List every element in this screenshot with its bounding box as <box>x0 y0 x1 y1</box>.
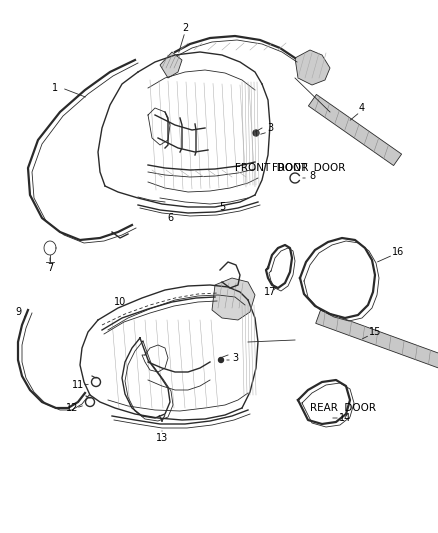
Circle shape <box>218 358 223 362</box>
Text: 6: 6 <box>166 213 173 223</box>
Text: 12: 12 <box>66 403 78 413</box>
Text: 3: 3 <box>266 123 272 133</box>
Text: 2: 2 <box>181 23 188 33</box>
Text: 3: 3 <box>231 353 237 363</box>
Bar <box>307 94 401 166</box>
Circle shape <box>85 398 94 407</box>
Text: FRONT  DOOR: FRONT DOOR <box>272 163 345 173</box>
Text: 1: 1 <box>52 83 58 93</box>
Text: 15: 15 <box>368 327 380 337</box>
Text: 8: 8 <box>308 171 314 181</box>
Text: 10: 10 <box>113 297 126 307</box>
Text: 16: 16 <box>391 247 403 257</box>
Polygon shape <box>159 52 182 78</box>
Circle shape <box>91 377 100 386</box>
Text: 14: 14 <box>338 413 350 423</box>
Text: 5: 5 <box>219 202 225 212</box>
Polygon shape <box>212 278 254 320</box>
Text: 4: 4 <box>358 103 364 113</box>
Text: REAR  DOOR: REAR DOOR <box>309 403 375 413</box>
Polygon shape <box>294 50 329 85</box>
Text: 9: 9 <box>15 307 21 317</box>
Bar <box>315 310 438 370</box>
Text: 17: 17 <box>263 287 276 297</box>
Text: 11: 11 <box>72 380 84 390</box>
Circle shape <box>252 130 258 136</box>
Text: 13: 13 <box>155 433 168 443</box>
Text: FRONT  DOOR: FRONT DOOR <box>235 163 308 173</box>
Text: 7: 7 <box>47 263 53 273</box>
